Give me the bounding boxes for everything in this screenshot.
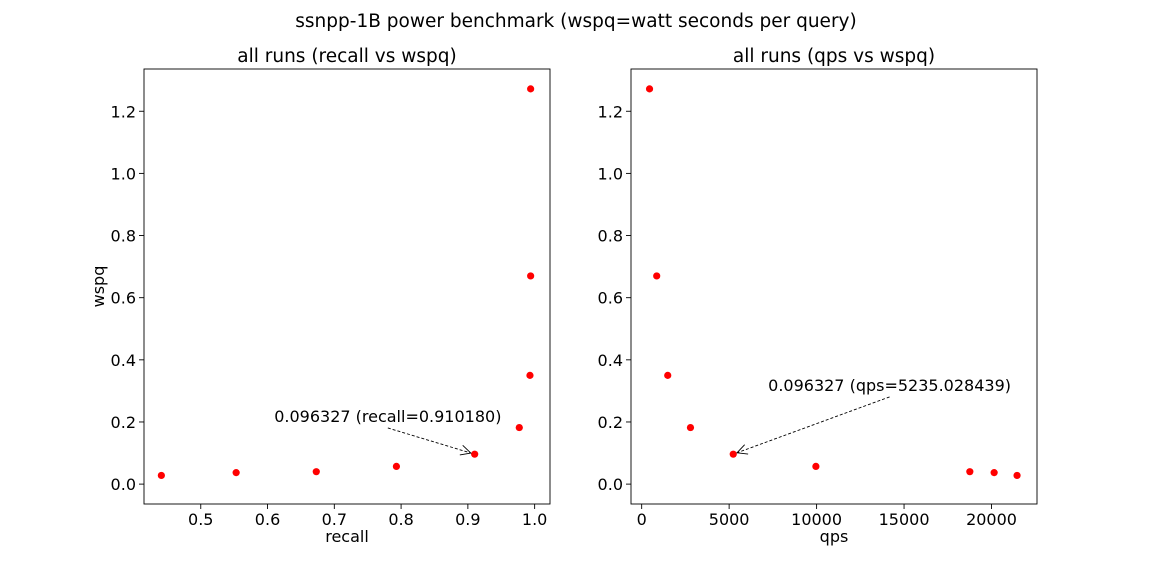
y-tick-label: 0.0 xyxy=(598,475,623,494)
data-point xyxy=(526,371,534,379)
point-annotation: 0.096327 (recall=0.910180) xyxy=(274,407,501,426)
data-point xyxy=(729,450,737,458)
data-point xyxy=(664,371,672,379)
y-tick-label: 0.6 xyxy=(111,289,136,308)
plot-frame xyxy=(630,68,1038,505)
y-tick-label: 1.0 xyxy=(111,164,136,183)
data-point xyxy=(527,85,535,93)
x-tick-label: 10000 xyxy=(791,510,842,529)
y-tick-label: 0.4 xyxy=(111,351,136,370)
y-tick-label: 0.6 xyxy=(598,289,623,308)
annotation-arrow xyxy=(736,396,890,455)
x-tick-label: 0 xyxy=(637,510,647,529)
data-point xyxy=(392,462,401,471)
data-point xyxy=(653,272,661,280)
x-tick-label: 0.6 xyxy=(255,510,280,529)
x-tick-label: 0.8 xyxy=(388,510,413,529)
panel-title: all runs (qps vs wspq) xyxy=(733,46,935,67)
x-tick-label: 15000 xyxy=(879,510,930,529)
x-tick-label: 20000 xyxy=(966,510,1017,529)
y-tick-label: 1.2 xyxy=(111,102,136,121)
y-tick-label: 0.2 xyxy=(598,413,623,432)
x-axis-label: recall xyxy=(325,527,369,546)
data-point xyxy=(645,85,654,93)
x-tick-label: 0.7 xyxy=(322,510,347,529)
qps-vs-wspq-panel: all runs (qps vs wspq) 0 5000 10000 15000 200… xyxy=(598,46,1038,546)
y-tick-label: 0.4 xyxy=(598,351,623,370)
y-tick-label: 1.0 xyxy=(598,164,623,183)
data-point xyxy=(990,469,998,477)
x-tick-label: 5000 xyxy=(709,510,750,529)
y-tick-label: 0.8 xyxy=(111,227,136,246)
y-axis-label: wspq xyxy=(89,266,108,308)
data-point xyxy=(515,423,523,432)
data-point xyxy=(812,462,820,471)
y-tick-label: 0.0 xyxy=(111,475,136,494)
data-point xyxy=(471,450,479,458)
x-axis-label: qps xyxy=(820,527,849,546)
recall-vs-wspq-panel: all runs (recall vs wspq) 0.5 0.6 0.7 0.8 0.9… xyxy=(89,46,551,546)
data-point xyxy=(527,272,535,280)
data-point xyxy=(686,423,695,432)
data-point xyxy=(232,469,240,477)
annotation-arrow xyxy=(387,427,472,456)
y-tick-label: 0.8 xyxy=(598,227,623,246)
data-point xyxy=(312,468,320,476)
x-tick-label: 0.9 xyxy=(455,510,480,529)
figure-title: ssnpp-1B power benchmark (wspq=watt seco… xyxy=(295,11,856,32)
data-point xyxy=(1013,471,1021,480)
data-point xyxy=(157,471,165,480)
plot-frame xyxy=(143,68,551,505)
data-point xyxy=(966,468,974,476)
y-tick-label: 0.2 xyxy=(111,413,136,432)
point-annotation: 0.096327 (qps=5235.028439) xyxy=(768,376,1011,395)
y-tick-label: 1.2 xyxy=(598,102,623,121)
x-tick-label: 0.5 xyxy=(188,510,213,529)
x-tick-label: 1.0 xyxy=(522,510,547,529)
panel-title: all runs (recall vs wspq) xyxy=(237,46,456,67)
